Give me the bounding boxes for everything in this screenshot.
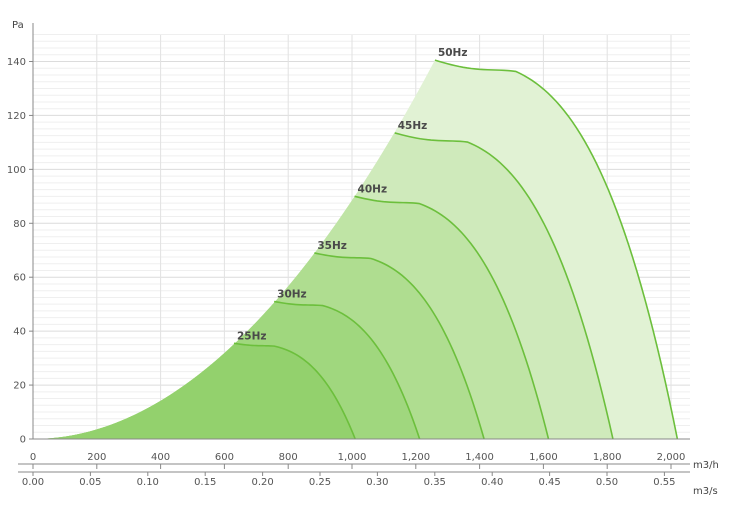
curve-label-45Hz: 45Hz [398, 120, 428, 132]
x-tick-label: 1,600 [529, 452, 558, 463]
x2-tick-label: 0.25 [309, 477, 331, 488]
curve-areas [33, 60, 678, 440]
curve-labels: 25Hz 30Hz 35Hz 40Hz 45Hz 50Hz [237, 47, 467, 342]
curve-line-25Hz [233, 342, 356, 440]
y-tick-label: 0 [20, 435, 26, 446]
y-axis-unit: Pa [12, 20, 24, 31]
x-tick-label: 400 [151, 452, 170, 463]
curve-lines [233, 59, 679, 440]
y-tick-label: 20 [13, 381, 26, 392]
x2-tick-label: 0.55 [653, 477, 675, 488]
x2-tick-label: 0.00 [22, 477, 44, 488]
x2-tick-label: 0.40 [481, 477, 503, 488]
y-tick-label: 80 [13, 219, 26, 230]
y-tick-label: 140 [7, 57, 26, 68]
x-tick-label: 800 [279, 452, 298, 463]
y-tick-label: 100 [7, 165, 26, 176]
x2-tick-label: 0.15 [194, 477, 216, 488]
x-tick-label: 0 [30, 452, 36, 463]
curve-line-30Hz [274, 300, 421, 440]
x-tick-label: 600 [215, 452, 234, 463]
curve-line-40Hz [354, 195, 550, 440]
y-tick-label: 60 [13, 273, 26, 284]
x-axis-unit: m3/h [693, 460, 719, 471]
curve-label-35Hz: 35Hz [317, 240, 347, 252]
curve-label-25Hz: 25Hz [237, 330, 267, 342]
x-tick-label: 1,000 [338, 452, 367, 463]
x2-axis-unit: m3/s [693, 486, 718, 497]
x-tick-label: 1,400 [465, 452, 494, 463]
curve-label-30Hz: 30Hz [277, 288, 307, 300]
x2-tick-label: 0.45 [538, 477, 560, 488]
x-tick-label: 1,200 [401, 452, 430, 463]
x2-tick-label: 0.05 [79, 477, 101, 488]
axes: 0 20 40 60 80 100 120 140 Pa 0 200 400 600 800 1,000 1,… [7, 20, 719, 497]
y-tick-label: 40 [13, 327, 26, 338]
x2-tick-label: 0.20 [251, 477, 273, 488]
x2-tick-label: 0.30 [366, 477, 388, 488]
x2-tick-label: 0.10 [137, 477, 159, 488]
x2-tick-label: 0.50 [596, 477, 618, 488]
x-tick-label: 1,800 [593, 452, 622, 463]
curve-line-45Hz [394, 132, 614, 440]
y-tick-label: 120 [7, 111, 26, 122]
x2-tick-label: 0.35 [424, 477, 446, 488]
x-tick-label: 2,000 [657, 452, 686, 463]
curve-label-50Hz: 50Hz [438, 47, 468, 59]
curve-line-50Hz [434, 59, 679, 440]
x-tick-label: 200 [87, 452, 106, 463]
curve-line-35Hz [314, 252, 485, 440]
curve-area-25Hz [33, 343, 356, 439]
curve-label-40Hz: 40Hz [358, 183, 388, 195]
